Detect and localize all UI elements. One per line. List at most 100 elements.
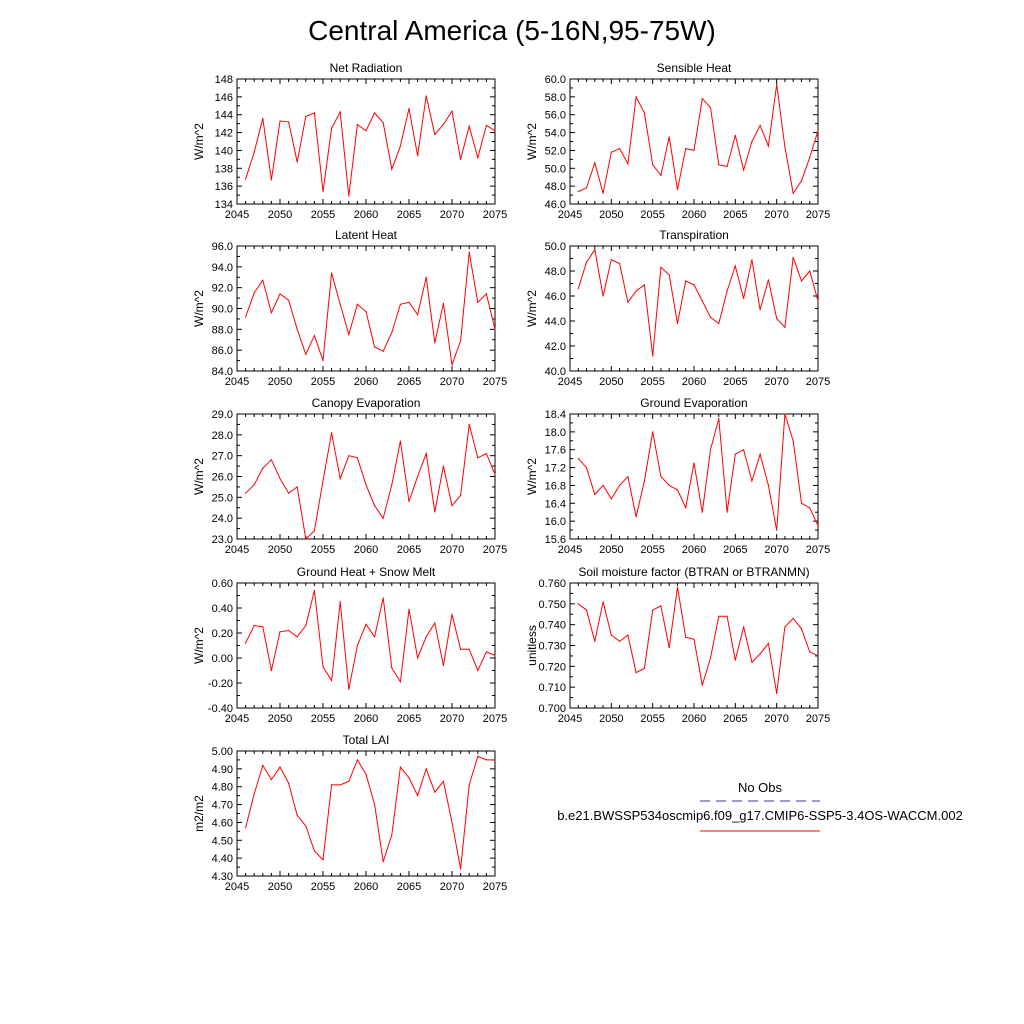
chart-panel-9: Total LAI m2/m2 2045 2050 2055 2060 2065 2070 20… (192, 733, 507, 893)
data-point (743, 297, 745, 300)
y-tick-label: 0.730 (538, 641, 566, 653)
data-point (253, 292, 255, 294)
data-point (279, 293, 281, 295)
data-point (382, 597, 384, 599)
y-tick-label: 90.0 (212, 304, 233, 316)
y-tick-label: 4.80 (212, 782, 233, 794)
data-point (477, 301, 479, 303)
data-point (460, 158, 462, 160)
data-point (660, 605, 662, 607)
y-axis-label: W/m^2 (525, 290, 539, 327)
data-point (434, 511, 436, 513)
x-tick-label: 2055 (311, 544, 335, 556)
x-tick-label: 2045 (225, 544, 249, 556)
x-tick-label: 2065 (723, 544, 747, 556)
data-point (751, 480, 753, 482)
data-point (792, 440, 794, 442)
chart-panel-3: Latent Heat W/m^2 2045 2050 2055 2060 2065 2070… (192, 228, 507, 388)
data-point (365, 484, 367, 486)
data-point (594, 162, 596, 164)
x-tick-label: 2055 (311, 881, 335, 893)
chart-title: Net Radiation (330, 61, 403, 75)
data-point (734, 453, 736, 455)
y-tick-label: 0.720 (538, 661, 566, 673)
data-point (693, 149, 695, 151)
data-point (270, 179, 272, 181)
data-point (245, 492, 247, 494)
panels: Net Radiation W/m^2 2045 2050 2055 2060 2065 20… (192, 61, 830, 893)
data-point (442, 123, 444, 126)
data-point (660, 475, 662, 478)
x-tick-label: 2060 (354, 209, 378, 221)
y-tick-label: 28.0 (212, 430, 233, 442)
y-tick-label: 146 (215, 92, 233, 104)
data-point (270, 312, 272, 314)
y-tick-label: 52.0 (545, 145, 566, 157)
data-point (602, 484, 604, 486)
y-tick-label: 148 (215, 74, 233, 86)
data-point (701, 511, 703, 513)
x-tick-label: 2075 (806, 376, 830, 388)
data-point (676, 586, 679, 588)
y-axis-label: m2/m2 (192, 795, 206, 832)
y-tick-label: 136 (215, 181, 233, 193)
x-tick-label: 2045 (225, 713, 249, 725)
x-tick-label: 2070 (440, 376, 464, 388)
data-point (339, 601, 341, 603)
y-tick-label: 44.0 (545, 316, 566, 328)
data-point (627, 301, 629, 303)
legend-obs-label: No Obs (738, 780, 783, 795)
data-point (800, 502, 803, 504)
data-point (734, 134, 736, 136)
data-point (660, 266, 662, 268)
y-tick-label: -0.20 (208, 678, 233, 690)
data-point (635, 290, 637, 292)
y-tick-label: 16.0 (545, 516, 566, 528)
data-point (594, 249, 596, 251)
x-tick-label: 2065 (397, 713, 421, 725)
data-point (594, 640, 596, 642)
y-tick-label: 17.6 (545, 445, 566, 457)
x-tick-label: 2055 (640, 713, 664, 725)
data-point (331, 679, 333, 682)
data-point (288, 782, 290, 784)
y-axis-label: W/m^2 (525, 123, 539, 160)
data-point (262, 764, 264, 766)
data-point (408, 777, 410, 779)
chart-title: Sensible Heat (657, 61, 732, 75)
data-point (408, 301, 410, 303)
y-tick-label: 48.0 (545, 181, 566, 193)
x-tick-label: 2060 (354, 376, 378, 388)
x-tick-label: 2075 (483, 209, 507, 221)
data-point (365, 623, 367, 625)
data-point (792, 617, 794, 620)
data-point (331, 432, 333, 434)
data-point (619, 640, 621, 642)
data-point (494, 130, 496, 132)
data-point (460, 494, 462, 496)
x-tick-label: 2060 (354, 713, 378, 725)
data-point (253, 624, 255, 627)
chart-panel-1: Net Radiation W/m^2 2045 2050 2055 2060 2065 20… (192, 61, 507, 221)
chart-panel-7: Ground Heat + Snow Melt W/m^2 2045 2050 2055… (192, 565, 507, 725)
y-tick-label: 0.750 (538, 599, 566, 611)
data-point (602, 295, 604, 297)
x-tick-label: 2070 (764, 209, 788, 221)
data-point (365, 773, 367, 775)
x-tick-label: 2050 (268, 713, 292, 725)
data-point (296, 328, 298, 330)
data-point (809, 270, 811, 272)
chart-panel-4: Transpiration W/m^2 2045 2050 2055 2060 2065 20… (525, 228, 830, 388)
data-point (391, 168, 393, 170)
x-tick-label: 2055 (640, 544, 664, 556)
data-point (494, 759, 496, 761)
data-point (767, 484, 770, 486)
data-point (331, 784, 333, 786)
data-point (652, 164, 654, 166)
data-point (305, 538, 307, 540)
data-point (425, 636, 427, 638)
data-point (339, 303, 341, 305)
x-tick-label: 2070 (764, 544, 788, 556)
x-tick-label: 2060 (682, 376, 706, 388)
chart-title: Canopy Evaporation (312, 396, 421, 410)
